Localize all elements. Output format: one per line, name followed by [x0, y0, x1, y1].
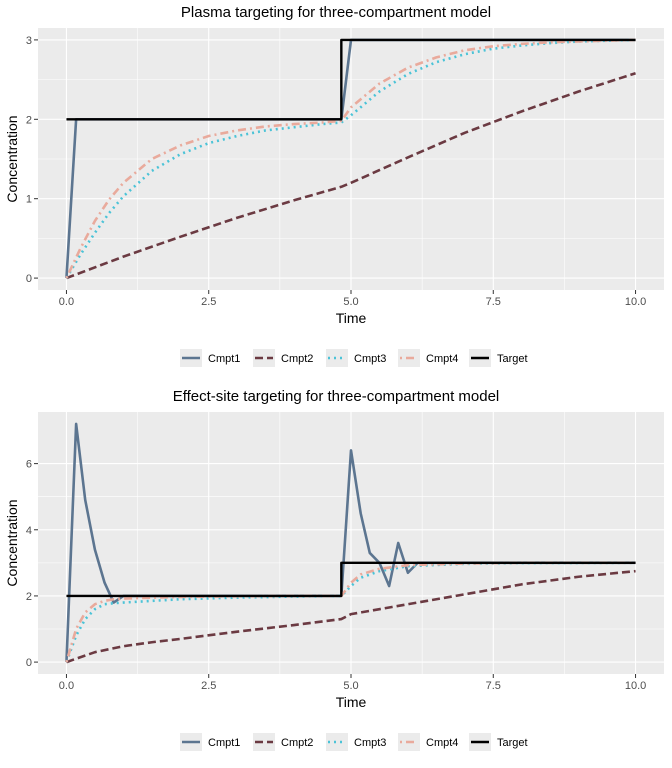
series-line-target — [66, 561, 636, 598]
y-tick-label: 4 — [26, 525, 32, 537]
legend: Cmpt1 Cmpt2 Cmpt3 Cmpt4 Target — [180, 349, 528, 367]
legend-label: Cmpt3 — [354, 737, 386, 749]
legend-label: Cmpt1 — [208, 353, 240, 365]
legend-label: Cmpt2 — [281, 737, 313, 749]
legend-key-bg — [253, 733, 275, 751]
y-tick-label: 1 — [26, 194, 32, 206]
series-line-cmpt2 — [65, 72, 636, 280]
legend-key-bg — [326, 733, 348, 751]
x-axis-title: Time — [336, 694, 367, 710]
legend-key-bg — [326, 349, 348, 367]
x-tick-label: 0.0 — [59, 296, 74, 308]
legend-label: Cmpt4 — [426, 353, 458, 365]
x-tick-label: 0.0 — [59, 680, 74, 692]
y-tick-label: 6 — [26, 459, 32, 471]
series-line-cmpt2 — [66, 569, 636, 664]
x-axis-title: Time — [336, 310, 367, 326]
x-tick-label: 2.5 — [201, 296, 216, 308]
x-tick-label: 5.0 — [343, 296, 358, 308]
legend-label: Cmpt4 — [426, 737, 458, 749]
series-line-cmpt3 — [65, 38, 636, 279]
series-line-cmpt1 — [65, 422, 636, 663]
chart-2: 0.0 2.5 5.0 7.5 10.0 0 2 4 6 Effect-site targetin… — [4, 388, 664, 751]
y-tick-label: 0 — [26, 657, 32, 669]
legend-label: Target — [497, 353, 528, 365]
chart-title: Plasma targeting for three-compartment m… — [181, 4, 491, 21]
series-line-cmpt4 — [65, 38, 636, 279]
x-tick-label: 2.5 — [201, 680, 216, 692]
legend-label: Cmpt3 — [354, 353, 386, 365]
x-tick-label: 10.0 — [625, 296, 646, 308]
y-axis-title: Concentration — [4, 115, 20, 202]
series-line-target — [66, 38, 636, 121]
y-tick-label: 3 — [26, 35, 32, 47]
y-axis-title: Concentration — [4, 499, 20, 586]
legend-label: Cmpt1 — [208, 737, 240, 749]
chart-title: Effect-site targeting for three-compartm… — [173, 388, 500, 405]
legend: Cmpt1 Cmpt2 Cmpt3 Cmpt4 Target — [180, 733, 528, 751]
y-tick-label: 2 — [26, 591, 32, 603]
chart-1: 0.0 2.5 5.0 7.5 10.0 0 1 2 3 Plasma targeting for… — [4, 4, 664, 367]
y-tick-label: 2 — [26, 114, 32, 126]
legend-label: Cmpt2 — [281, 353, 313, 365]
x-tick-label: 7.5 — [486, 296, 501, 308]
legend-label: Target — [497, 737, 528, 749]
x-tick-label: 5.0 — [343, 680, 358, 692]
legend-key-bg — [253, 349, 275, 367]
x-tick-label: 7.5 — [486, 680, 501, 692]
x-tick-label: 10.0 — [625, 680, 646, 692]
y-tick-label: 0 — [26, 273, 32, 285]
